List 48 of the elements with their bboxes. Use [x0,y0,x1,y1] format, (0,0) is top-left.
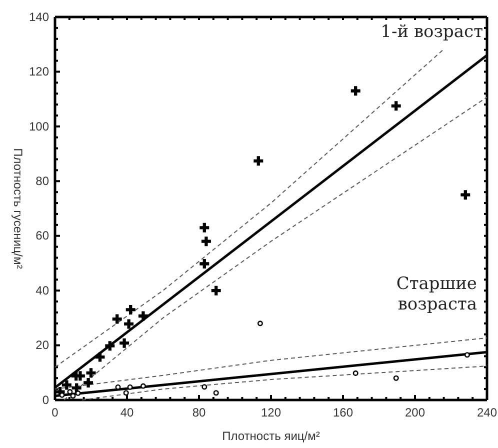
annotation: 1-й возраст [380,22,483,42]
point [464,352,470,358]
point [127,384,133,390]
y-tick-label: 120 [28,64,50,79]
x-axis-title: Плотность яиц/м² [222,429,320,443]
point [460,190,470,200]
point [62,380,72,390]
point [84,378,94,388]
point [393,375,399,381]
x-tick-label: 200 [404,406,426,420]
x-tick-label: 40 [120,406,134,420]
line-series [82,366,488,400]
point [200,222,210,232]
point [202,384,208,390]
x-tick-label: 80 [192,406,206,420]
y-axis-title: Плотность гусениц/м² [11,148,25,269]
point [352,370,358,376]
point [213,390,219,396]
point [257,320,263,326]
point [120,338,130,348]
y-tick-label: 0 [42,392,50,407]
x-tick-label: 0 [52,406,59,420]
point [126,304,136,314]
point [86,368,96,378]
point [138,311,148,321]
point [112,314,122,324]
y-tick-label: 140 [28,10,50,24]
y-tick-label: 100 [28,119,50,134]
annotation: Старшие возраста [396,274,477,314]
point [201,236,211,246]
point [105,341,115,351]
x-tick-label: 160 [332,406,354,420]
x-tick-label: 240 [476,406,498,420]
point [350,86,360,96]
y-tick-label: 60 [36,228,50,243]
y-tick-label: 80 [36,174,50,188]
point [211,286,221,296]
point [254,156,264,166]
point [391,101,401,111]
point [75,390,81,396]
point [124,319,134,329]
point [140,383,146,389]
point [95,352,105,362]
y-tick-label: 20 [36,338,50,352]
point [123,390,129,396]
y-tick-label: 40 [36,283,50,298]
point [200,259,210,269]
x-tick-label: 120 [260,406,282,420]
